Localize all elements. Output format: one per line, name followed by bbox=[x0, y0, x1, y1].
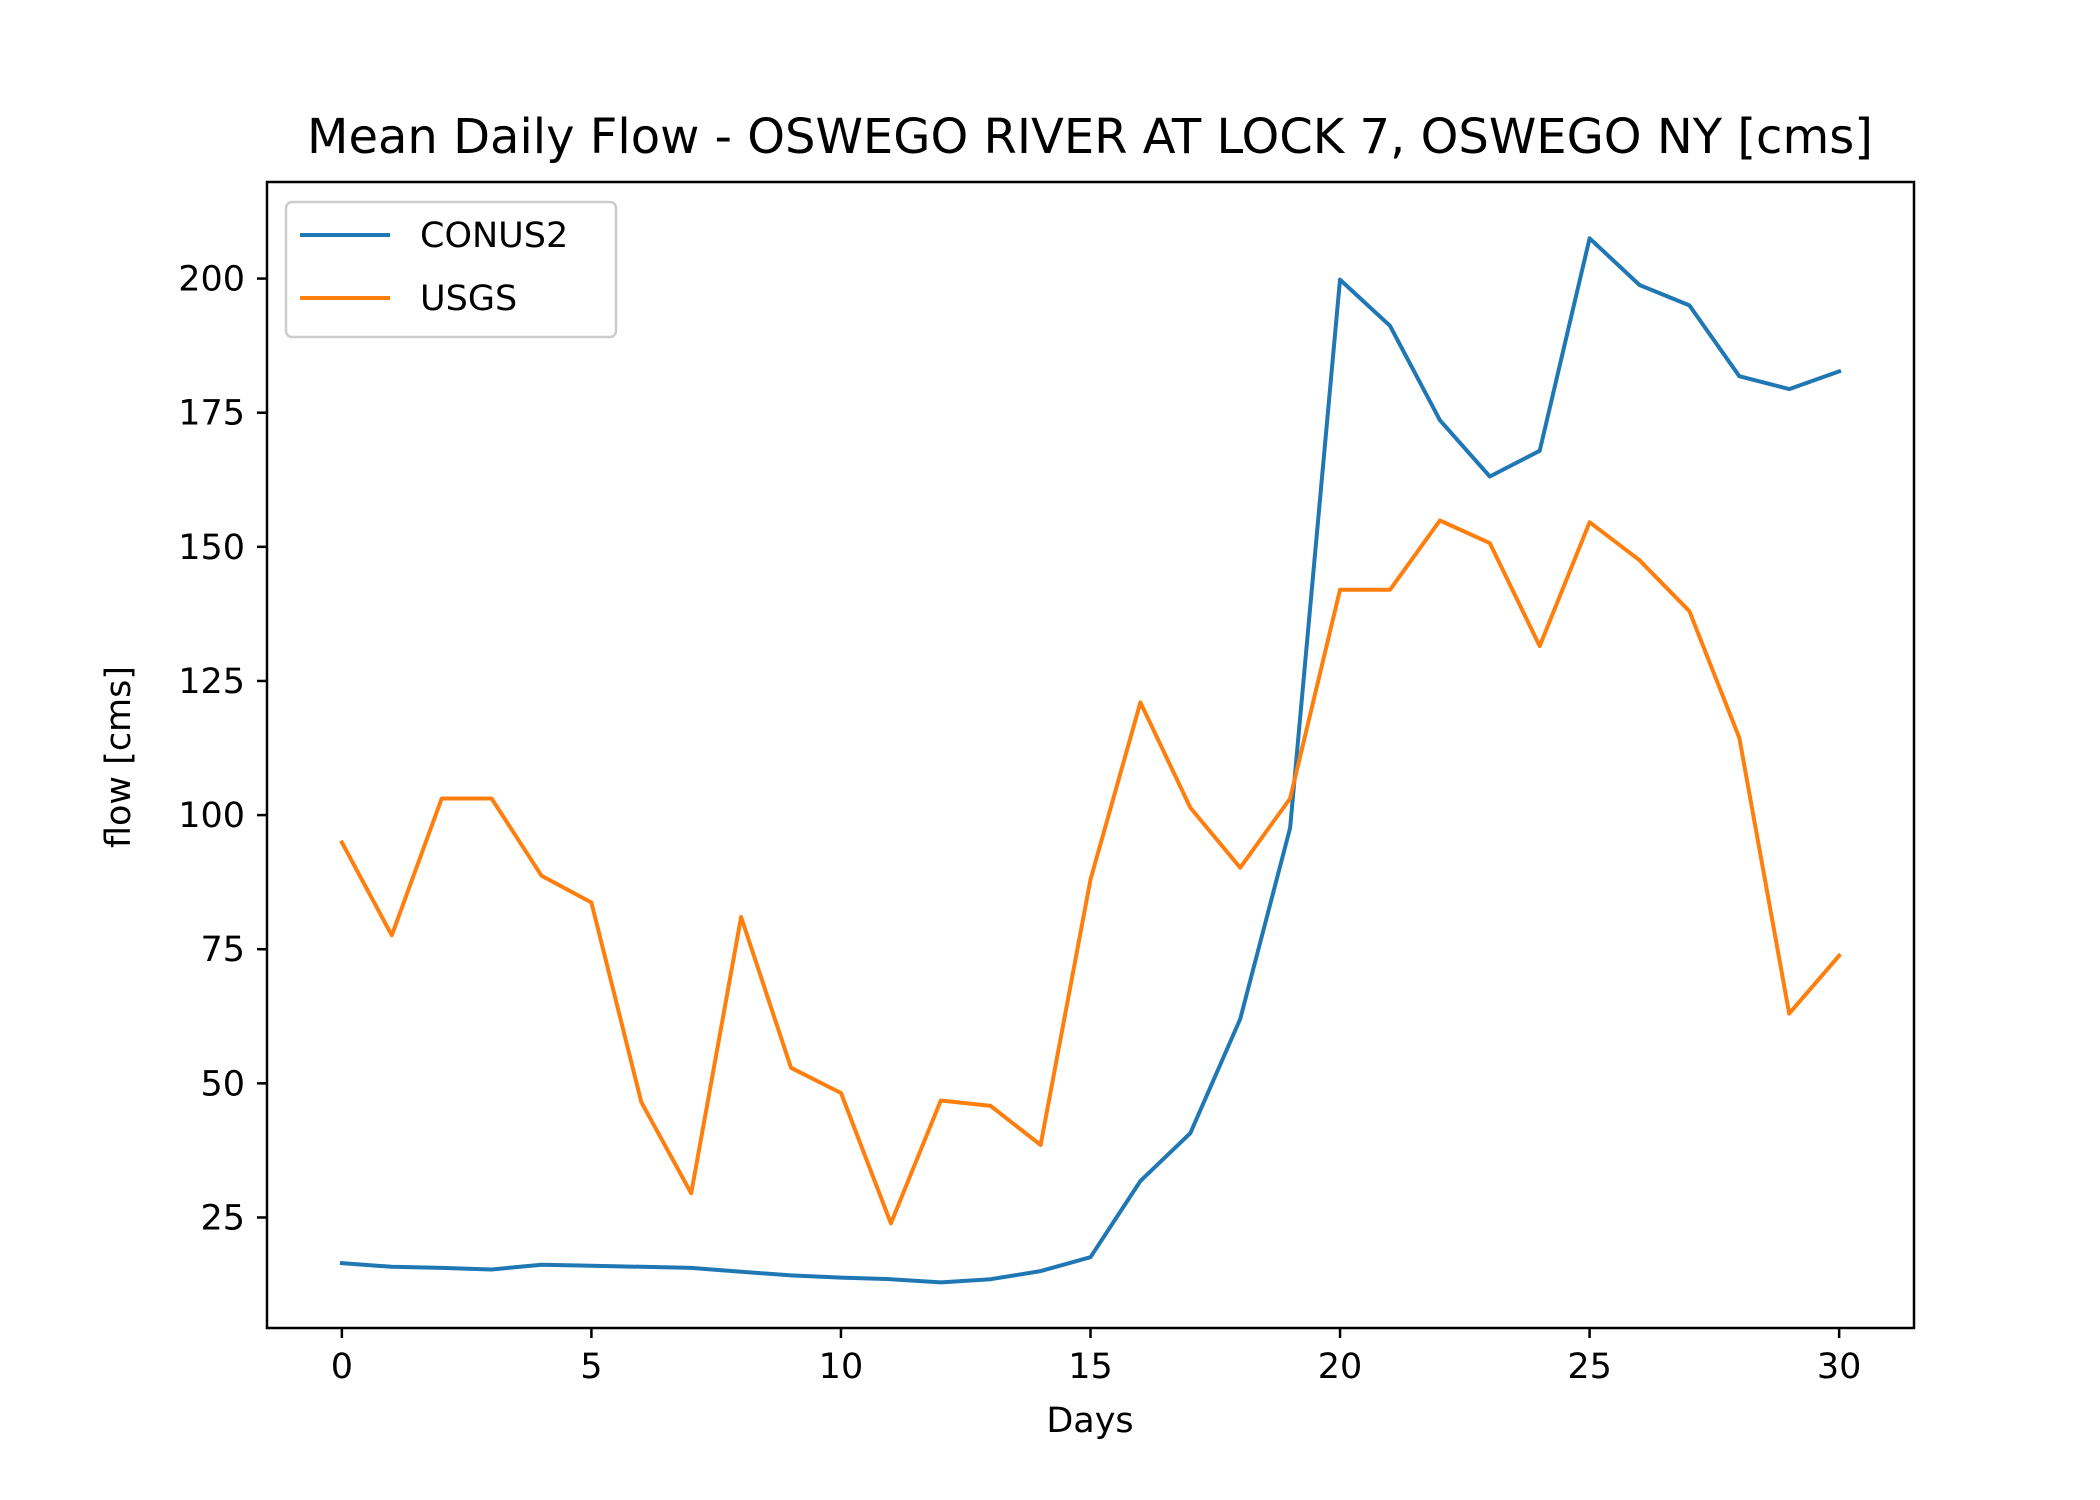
x-tick-label: 25 bbox=[1567, 1347, 1612, 1387]
y-tick-label: 200 bbox=[178, 260, 245, 300]
y-tick-label: 100 bbox=[178, 796, 245, 836]
axis-ticks: 0 5 10 15 20 25 30 25 50 75 100 125 150 175 200 bbox=[178, 260, 1861, 1387]
x-tick-label: 5 bbox=[580, 1347, 602, 1387]
x-tick-label: 20 bbox=[1318, 1347, 1363, 1387]
y-axis-label: flow [cms] bbox=[99, 666, 139, 848]
series-line-usgs bbox=[339, 518, 1842, 1226]
legend-label-usgs: USGS bbox=[420, 279, 517, 319]
x-tick-label: 30 bbox=[1817, 1347, 1862, 1387]
legend-label-conus2: CONUS2 bbox=[420, 216, 568, 256]
series-lines bbox=[339, 236, 1842, 1285]
y-tick-label: 75 bbox=[200, 930, 245, 970]
plot-frame bbox=[265, 180, 1916, 1330]
y-tick-label: 25 bbox=[200, 1198, 245, 1238]
y-tick-label: 50 bbox=[200, 1064, 245, 1104]
chart-title: Mean Daily Flow - OSWEGO RIVER AT LOCK 7… bbox=[307, 109, 1873, 165]
x-tick-label: 15 bbox=[1068, 1347, 1113, 1387]
series-line-conus2 bbox=[339, 236, 1842, 1285]
x-axis-label: Days bbox=[1046, 1401, 1133, 1441]
y-tick-label: 150 bbox=[178, 528, 245, 568]
x-tick-label: 0 bbox=[331, 1347, 353, 1387]
x-tick-label: 10 bbox=[819, 1347, 864, 1387]
legend: CONUS2 USGS bbox=[284, 200, 618, 339]
y-tick-label: 175 bbox=[178, 394, 245, 434]
y-tick-label: 125 bbox=[178, 662, 245, 702]
